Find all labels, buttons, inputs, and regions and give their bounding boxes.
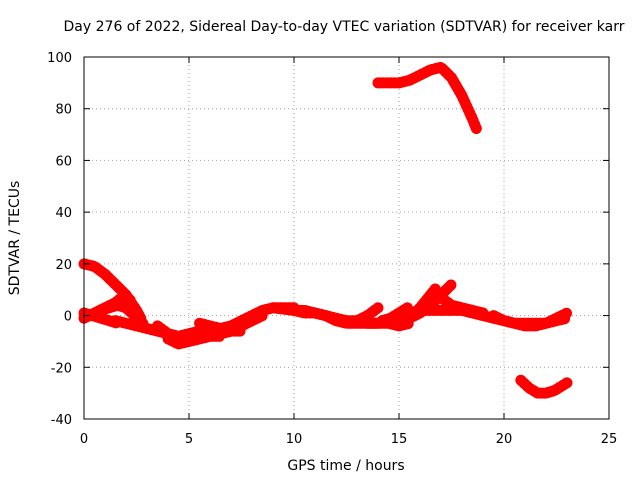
series-marks-arc-18	[488, 307, 573, 332]
x-tick-label: 20	[496, 432, 513, 447]
x-tick-label: 0	[80, 432, 88, 447]
data-traces	[78, 61, 573, 399]
series-marks-arc-19	[372, 61, 483, 135]
y-tick-label: 80	[55, 103, 72, 118]
grid	[84, 57, 609, 419]
series-marks-arc-4	[95, 299, 149, 329]
x-tick-label: 15	[391, 432, 408, 447]
series-marks-arc-17	[435, 292, 489, 319]
series-marks-arc-20	[515, 374, 573, 399]
chart-title: Day 276 of 2022, Sidereal Day-to-day VTE…	[64, 19, 625, 35]
y-tick-label: 0	[64, 310, 72, 325]
series-marks-arc-12	[351, 302, 384, 327]
y-tick-label: 60	[55, 154, 72, 169]
axis-ticks: 0 5 10 15 20 25 -40 -20 0 20 40 60 80 100	[47, 51, 617, 447]
x-axis-label: GPS time / hours	[287, 458, 404, 474]
series-marks-arc-9	[215, 310, 268, 340]
y-tick-label: -20	[51, 361, 72, 376]
y-tick-label: 20	[55, 258, 72, 273]
series-marks-arc-13	[376, 302, 413, 327]
x-tick-label: 25	[601, 432, 618, 447]
plot-frame	[83, 56, 610, 420]
x-tick-label: 5	[185, 432, 193, 447]
x-tick-label: 10	[286, 432, 303, 447]
series-marks-arc-7	[162, 330, 226, 350]
y-axis-label: SDTVAR / TECUs	[7, 181, 23, 296]
y-tick-label: -40	[51, 413, 72, 428]
y-tick-label: 100	[47, 51, 72, 66]
y-tick-label: 40	[55, 206, 72, 221]
